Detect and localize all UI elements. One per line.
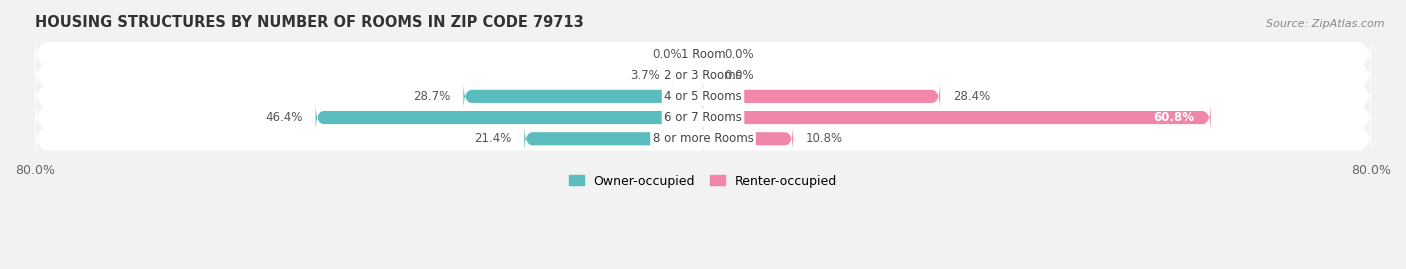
- FancyBboxPatch shape: [703, 82, 941, 111]
- FancyBboxPatch shape: [35, 98, 1371, 137]
- FancyBboxPatch shape: [703, 103, 1211, 132]
- Text: 28.4%: 28.4%: [953, 90, 990, 103]
- FancyBboxPatch shape: [703, 124, 793, 153]
- Legend: Owner-occupied, Renter-occupied: Owner-occupied, Renter-occupied: [564, 170, 842, 193]
- Text: 0.0%: 0.0%: [652, 48, 682, 61]
- Text: 4 or 5 Rooms: 4 or 5 Rooms: [664, 90, 742, 103]
- Text: 1 Room: 1 Room: [681, 48, 725, 61]
- FancyBboxPatch shape: [35, 76, 1371, 116]
- FancyBboxPatch shape: [672, 61, 703, 90]
- FancyBboxPatch shape: [464, 82, 703, 111]
- Text: 60.8%: 60.8%: [1153, 111, 1194, 124]
- Text: 21.4%: 21.4%: [474, 132, 512, 145]
- Text: 6 or 7 Rooms: 6 or 7 Rooms: [664, 111, 742, 124]
- FancyBboxPatch shape: [35, 34, 1371, 74]
- Text: 3.7%: 3.7%: [630, 69, 659, 82]
- Text: 10.8%: 10.8%: [806, 132, 842, 145]
- Text: 8 or more Rooms: 8 or more Rooms: [652, 132, 754, 145]
- Text: 2 or 3 Rooms: 2 or 3 Rooms: [664, 69, 742, 82]
- Text: HOUSING STRUCTURES BY NUMBER OF ROOMS IN ZIP CODE 79713: HOUSING STRUCTURES BY NUMBER OF ROOMS IN…: [35, 15, 583, 30]
- Text: 46.4%: 46.4%: [266, 111, 304, 124]
- FancyBboxPatch shape: [524, 124, 703, 153]
- Text: 0.0%: 0.0%: [724, 69, 754, 82]
- FancyBboxPatch shape: [315, 103, 703, 132]
- FancyBboxPatch shape: [35, 119, 1371, 159]
- Text: Source: ZipAtlas.com: Source: ZipAtlas.com: [1267, 19, 1385, 29]
- Text: 0.0%: 0.0%: [724, 48, 754, 61]
- FancyBboxPatch shape: [35, 55, 1371, 95]
- Text: 28.7%: 28.7%: [413, 90, 451, 103]
